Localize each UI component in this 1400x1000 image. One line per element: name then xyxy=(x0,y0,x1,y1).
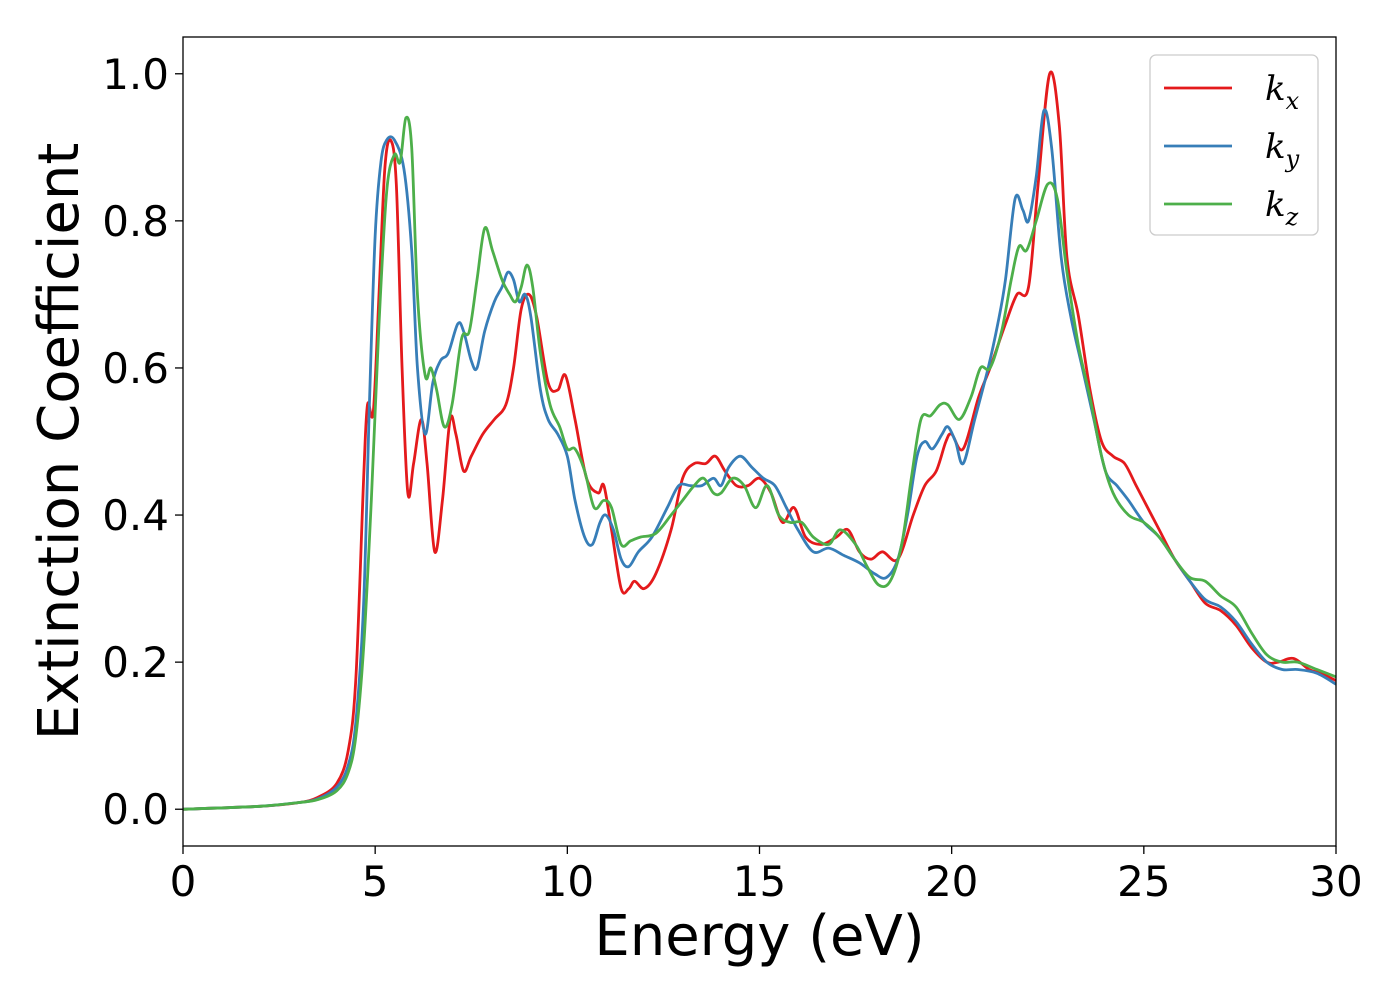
legend-label: kz xyxy=(1265,185,1299,231)
legend-label-main: k xyxy=(1265,185,1286,225)
series-group xyxy=(183,70,1336,811)
legend-label-main: k xyxy=(1265,69,1286,109)
y-tick-label: 0.6 xyxy=(102,344,169,393)
x-tick-label: 0 xyxy=(170,857,197,906)
y-tick-label: 0.0 xyxy=(102,785,169,834)
series-line-kx xyxy=(183,70,1336,811)
x-tick-label: 20 xyxy=(925,857,978,906)
legend-label-subscript: z xyxy=(1285,203,1299,231)
x-axis-label: Energy (eV) xyxy=(594,904,924,969)
y-tick-label: 0.2 xyxy=(102,638,169,687)
y-axis-ticks: 0.0 0.2 0.4 0.6 0.8 1.0 xyxy=(102,50,183,834)
x-tick-label: 15 xyxy=(733,857,786,906)
series-line-kz xyxy=(183,115,1336,811)
x-axis-ticks: 0 5 10 15 20 25 30 xyxy=(170,846,1363,906)
y-tick-label: 0.8 xyxy=(102,197,169,246)
y-axis-label: Extinction Coefficient xyxy=(27,143,92,741)
series-line-ky xyxy=(183,108,1336,811)
legend-label-subscript: x xyxy=(1286,87,1300,115)
x-tick-label: 25 xyxy=(1117,857,1170,906)
x-tick-label: 30 xyxy=(1309,857,1362,906)
legend-label-main: k xyxy=(1265,127,1286,167)
legend-label: ky xyxy=(1265,127,1300,173)
y-tick-label: 1.0 xyxy=(102,50,169,99)
x-tick-label: 10 xyxy=(541,857,594,906)
legend-label-subscript: y xyxy=(1285,145,1300,173)
x-tick-label: 5 xyxy=(362,857,389,906)
legend-box xyxy=(1149,54,1319,236)
y-tick-label: 0.4 xyxy=(102,491,169,540)
legend-label: kx xyxy=(1265,69,1300,115)
